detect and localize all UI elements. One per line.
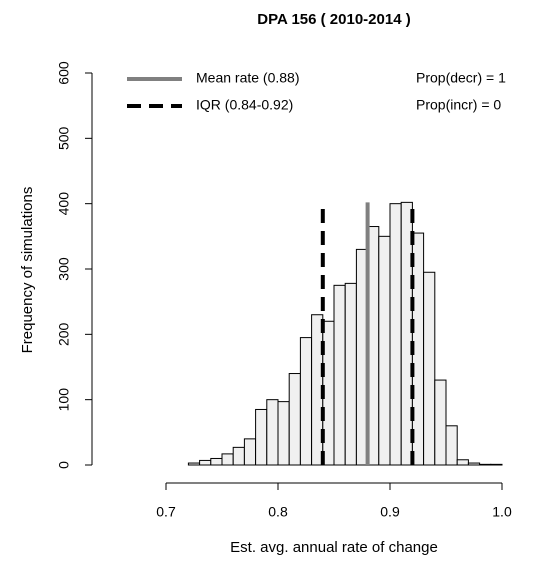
bar [187,462,201,466]
y-tick-label: 100 [56,388,72,412]
bar [434,379,447,466]
annotation: Prop(incr) = 0 [416,97,501,113]
bar [479,463,492,466]
bar [378,235,391,466]
chart-title: DPA 156 ( 2010-2014 ) [257,11,410,28]
bar [266,399,279,466]
bar [467,462,481,466]
y-tick-label: 0 [56,461,72,469]
bar [389,203,402,466]
bar [445,425,458,466]
bar [333,284,346,466]
bar [243,438,257,466]
bar [288,373,301,466]
x-axis-label: Est. avg. annual rate of change [230,539,438,556]
bar [490,463,503,466]
y-tick-label: 600 [56,61,72,85]
bar [255,408,268,466]
legend-label: Mean rate (0.88) [196,70,300,86]
bar [210,457,223,466]
x-tick-label: 0.9 [380,504,400,520]
bar [199,459,212,466]
y-tick-label: 400 [56,192,72,216]
bar [423,271,436,466]
bar [232,446,245,466]
bar [456,459,469,466]
bar [277,401,290,466]
bar [344,282,357,466]
y-tick-label: 300 [56,257,72,281]
annotation: Prop(decr) = 1 [416,70,506,86]
bar [299,337,313,466]
bar [221,453,234,466]
y-axis-label: Frequency of simulations [19,187,36,354]
y-tick-label: 500 [56,126,72,150]
x-tick-label: 1.0 [492,504,512,520]
x-tick-label: 0.8 [268,504,288,520]
y-tick-label: 200 [56,322,72,346]
x-tick-label: 0.7 [156,504,176,520]
legend-label: IQR (0.84-0.92) [196,97,293,113]
